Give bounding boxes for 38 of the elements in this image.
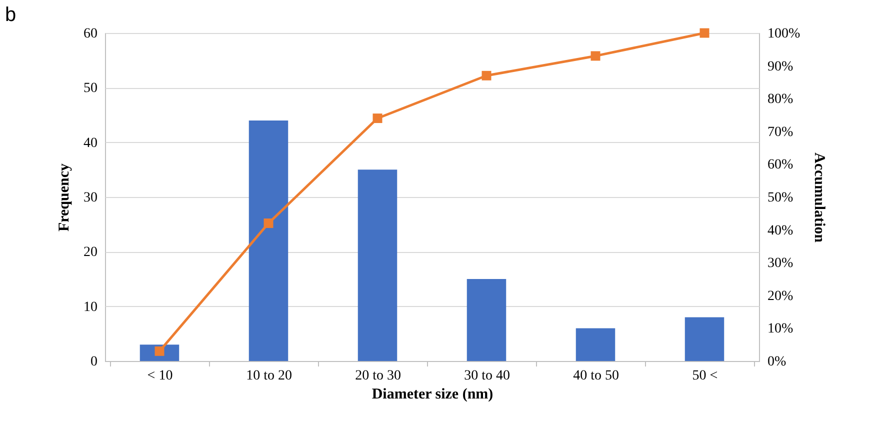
y-tick-label: 0 <box>90 354 98 370</box>
point <box>372 114 382 124</box>
y2-tick-label: 10% <box>768 322 794 337</box>
y2-tick-label: 20% <box>768 288 794 304</box>
bar <box>576 328 616 361</box>
y2-tick-label: 80% <box>768 92 794 108</box>
point <box>700 28 710 38</box>
y2-tick-label: 100% <box>768 26 800 42</box>
x-tick-label: 20 to 30 <box>355 368 401 384</box>
y-axis-title: Frequency <box>56 162 72 232</box>
y-tick-label: 60 <box>84 26 98 42</box>
bar <box>466 279 506 361</box>
text: b <box>5 4 16 26</box>
y2-tick-label: 30% <box>768 256 794 272</box>
bar <box>248 120 288 361</box>
y-tick-label: 50 <box>84 81 98 96</box>
x-tick-label: < 10 <box>147 368 173 384</box>
x-axis-title: Diameter size (nm) <box>372 386 494 402</box>
bar <box>684 317 724 361</box>
point <box>482 70 492 80</box>
x-tick-label: 40 to 50 <box>573 368 619 384</box>
y2-tick-label: 0% <box>768 354 786 370</box>
y2-tick-label: 90% <box>768 59 794 74</box>
point <box>264 218 274 228</box>
x-tick-label: 50 < <box>692 368 718 384</box>
y2-tick-label: 50% <box>768 190 794 206</box>
y-tick-label: 10 <box>84 300 98 315</box>
bar <box>358 170 398 361</box>
x-tick-label: 10 to 20 <box>246 368 292 384</box>
y-tick-label: 30 <box>84 190 98 206</box>
y2-tick-label: 40% <box>768 223 794 238</box>
point <box>590 51 600 61</box>
y2-axis-title: Accumulation <box>811 152 828 244</box>
y-tick-label: 20 <box>84 245 98 260</box>
x-tick-label: 30 to 40 <box>464 368 510 384</box>
y2-tick-label: 60% <box>768 158 794 173</box>
y-tick-label: 40 <box>84 136 98 151</box>
y2-tick-label: 70% <box>768 124 794 140</box>
